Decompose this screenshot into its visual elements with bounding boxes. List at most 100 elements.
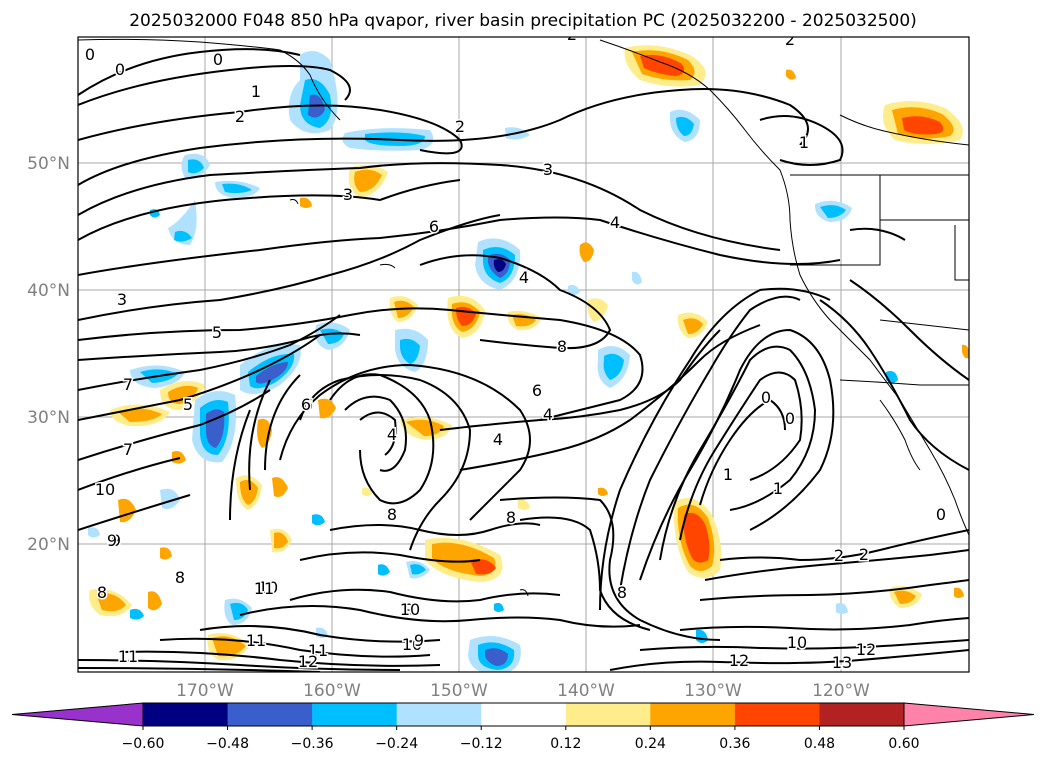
contour-label: 8 xyxy=(506,508,516,527)
colorbar-tick-label: 0.48 xyxy=(804,736,835,752)
contour-label: 1 xyxy=(799,133,809,152)
contour-label: 1 xyxy=(723,465,733,484)
coastlines xyxy=(78,38,969,597)
contour-label: 3 xyxy=(117,290,127,309)
colorbar-tick-label: −0.24 xyxy=(375,736,418,752)
contour-label: 6 xyxy=(303,395,313,414)
colorbar-tick-label: 0.12 xyxy=(550,736,581,752)
contour-label: 5 xyxy=(212,323,222,342)
contour-label: 2 xyxy=(567,25,577,44)
contour-label: 12 xyxy=(298,652,318,671)
lon-tick-labels: 170°W 160°W 150°W 140°W 130°W 120°W xyxy=(176,681,870,701)
contour-label: 2 xyxy=(785,30,795,49)
colorbar-segment xyxy=(312,703,398,726)
contour-label: 7 xyxy=(123,375,133,394)
colorbar-segment xyxy=(650,703,736,726)
contour-label: 11 xyxy=(118,647,138,666)
contour-label: 5 xyxy=(183,395,193,414)
contour-label: 9 xyxy=(111,531,121,550)
contour-label: 7 xyxy=(123,375,133,394)
contour-label: 9 xyxy=(414,631,424,650)
contour-label: 0 xyxy=(785,409,795,428)
colorbar-tick-label: 0.36 xyxy=(719,736,750,752)
contour-label: 6 xyxy=(301,395,311,414)
colorbar-segment xyxy=(396,703,482,726)
contour-label: 10 xyxy=(95,480,115,499)
colorbar-tick-label: −0.12 xyxy=(460,736,503,752)
contour-label: 3 xyxy=(543,160,553,179)
colorbar-tick-label: −0.36 xyxy=(291,736,334,752)
colorbar-segment xyxy=(734,703,820,726)
contour-label: 6 xyxy=(532,381,542,400)
colorbar: −0.60 −0.48 −0.36 −0.24 −0.12 0.12 0.24 0.36 0.4… xyxy=(11,702,1035,752)
lat-tick-label: 40°N xyxy=(27,281,70,301)
contour-label: 0 xyxy=(85,45,95,64)
colorbar-extend-high xyxy=(903,702,1035,727)
contour-label: 10 xyxy=(400,600,420,619)
contour-label: 2 xyxy=(235,107,245,126)
lat-tick-label: 20°N xyxy=(27,535,70,555)
lon-tick-label: 130°W xyxy=(684,681,742,701)
contour-label: 4 xyxy=(387,425,397,444)
contour-label: 12 xyxy=(856,640,876,659)
colorbar-segment xyxy=(819,703,905,726)
contour-label: 4 xyxy=(519,268,529,287)
contour-label: 3 xyxy=(343,185,353,204)
colorbar-extend-low xyxy=(11,702,144,727)
contour-label: 7 xyxy=(123,440,133,459)
contour-label: 1 xyxy=(773,479,783,498)
negative-pc-shading xyxy=(88,51,898,672)
lat-tick-labels: 50°N 40°N 30°N 20°N xyxy=(27,154,70,555)
contour-label: 0 xyxy=(115,60,125,79)
contour-label: 2 xyxy=(834,546,844,565)
lon-tick-label: 150°W xyxy=(430,681,488,701)
lon-tick-label: 170°W xyxy=(176,681,234,701)
colorbar-segment xyxy=(227,703,313,726)
contour-label: 4 xyxy=(493,430,503,449)
lon-tick-label: 120°W xyxy=(812,681,870,701)
colorbar-tick-label: −0.60 xyxy=(122,736,165,752)
lon-tick-label: 140°W xyxy=(557,681,615,701)
contour-label: 9 xyxy=(404,600,414,619)
contour-label: 8 xyxy=(97,583,107,602)
contour-label: 11 xyxy=(308,641,328,660)
contour-label: 8 xyxy=(557,337,567,356)
contour-label: 12 xyxy=(729,651,749,670)
colorbar-segment xyxy=(481,703,567,726)
positive-pc-shading xyxy=(89,45,969,661)
contour-label: 9 xyxy=(107,531,117,550)
contour-label: 1 xyxy=(251,82,261,101)
contour-label: 11 xyxy=(246,631,266,650)
moisture-contours xyxy=(78,48,969,672)
contour-label: 4 xyxy=(543,405,553,424)
colorbar-segment xyxy=(143,703,229,726)
colorbar-tick-label: 0.60 xyxy=(888,736,919,752)
colorbar-outline xyxy=(142,702,905,727)
figure-title: 2025032000 F048 850 hPa qvapor, river ba… xyxy=(129,11,917,31)
colorbar-segment xyxy=(565,703,651,726)
contour-label: 6 xyxy=(429,217,439,236)
contour-label: 10 xyxy=(402,635,422,654)
contour-label: 11 xyxy=(254,579,274,598)
lat-tick-label: 30°N xyxy=(27,408,70,428)
contour-label: 8 xyxy=(617,583,627,602)
lat-tick-label: 50°N xyxy=(27,154,70,174)
map-border xyxy=(77,36,970,673)
contour-label: 0 xyxy=(936,505,946,524)
lon-tick-label: 160°W xyxy=(303,681,361,701)
contour-label: 4 xyxy=(610,213,620,232)
contour-label: 10 xyxy=(258,578,278,597)
contour-label: 10 xyxy=(787,633,807,652)
contour-label: 0 xyxy=(761,388,771,407)
colorbar-tick-label: −0.48 xyxy=(206,736,249,752)
contour-label: 8 xyxy=(387,505,397,524)
colorbar-tick-label: 0.24 xyxy=(635,736,666,752)
contour-label: 0 xyxy=(213,50,223,69)
contour-label: 2 xyxy=(859,545,869,564)
contour-label: 8 xyxy=(175,568,185,587)
contour-label: 2 xyxy=(455,117,465,136)
contour-label: 13 xyxy=(832,653,852,672)
